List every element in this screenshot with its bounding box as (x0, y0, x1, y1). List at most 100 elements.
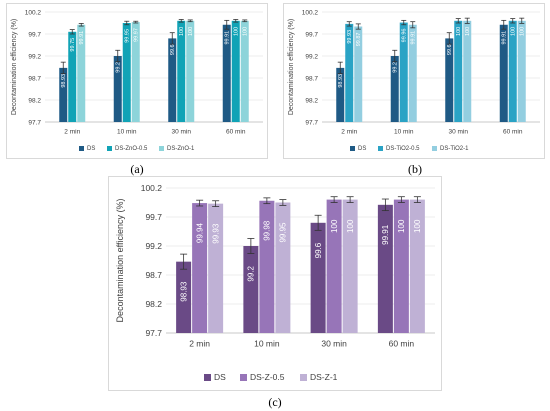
y-tick-label: 99.7 (305, 31, 318, 38)
y-tick-label: 99.2 (145, 241, 162, 251)
data-label: 100 (330, 219, 339, 233)
data-label: 99.95 (279, 222, 288, 243)
data-label: 100 (397, 219, 406, 233)
data-label: 99.2 (116, 62, 122, 73)
y-tick-label: 100.2 (302, 9, 319, 16)
data-label: 99.93 (211, 223, 220, 244)
y-tick-label: 99.7 (28, 31, 41, 38)
y-tick-label: 97.7 (28, 119, 41, 126)
bar-ds-tio2-1 (517, 20, 526, 122)
data-label: 100 (234, 27, 240, 36)
bar-ds-tio2-1 (354, 26, 363, 122)
x-tick-label: 30 min (171, 129, 191, 136)
data-label: 99.91 (225, 31, 231, 45)
bar-ds-zno-0-5 (231, 20, 240, 122)
y-tick-label: 98.2 (28, 97, 41, 104)
legend-entry: DS-ZnO-0.5 (115, 146, 148, 152)
chart-panel-b: 97.7 98.2 98.7 99.2 99.7 100.2 Decontamination… (283, 3, 545, 159)
bar-ds-tio2-0-5 (454, 20, 463, 122)
bar-ds-z-1 (275, 202, 291, 333)
bar-ds-zno-1 (77, 24, 86, 122)
x-tick-label: 60 min (226, 129, 246, 136)
y-tick-label: 97.7 (145, 328, 162, 338)
y-tick-label: 98.2 (305, 97, 318, 104)
legend-swatch (350, 146, 355, 151)
data-label: 99.98 (263, 220, 272, 241)
bar-ds-zno-0-5 (177, 20, 186, 122)
legend-entry: DS (214, 372, 226, 382)
legend-entry: DS (358, 146, 366, 152)
bar-ds-zno-1 (131, 22, 140, 122)
legend-swatch (378, 146, 383, 151)
data-label: 100 (520, 27, 526, 36)
y-tick-label: 99.2 (28, 53, 41, 60)
bar-ds (222, 24, 231, 122)
data-label: 99.87 (356, 33, 362, 47)
legend-entry: DS-TiO2-0.5 (386, 146, 420, 152)
y-tick-label: 97.7 (305, 119, 318, 126)
legend-swatch (240, 374, 247, 381)
bar-ds (113, 56, 122, 122)
data-label: 99.96 (402, 29, 408, 43)
data-label: 99.91 (79, 31, 85, 45)
y-tick-label: 99.7 (145, 212, 162, 222)
x-tick-label: 10 min (394, 129, 414, 136)
data-label: 100 (243, 27, 249, 36)
data-label: 99.94 (195, 223, 204, 244)
chart-a: 97.7 98.2 98.7 99.2 99.7 100.2 Decontamination… (11, 9, 263, 152)
legend-swatch (204, 374, 211, 381)
bar-ds (168, 38, 177, 122)
chart-panel-c: 97.7 98.2 98.7 99.2 99.7 100.2 Decontamination… (108, 176, 442, 391)
data-label: 99.91 (411, 31, 417, 45)
y-tick-label: 98.2 (145, 299, 162, 309)
x-tick-label: 60 min (389, 339, 415, 349)
y-axis-label: Decontamination efficiency (%) (115, 199, 125, 323)
bar-ds (336, 67, 345, 122)
data-label: 99.75 (70, 38, 76, 52)
caption-a: (a) (130, 162, 144, 176)
bar-ds-tio2-0-5 (508, 20, 517, 122)
data-label: 100 (413, 219, 422, 233)
y-tick-label: 100.2 (141, 183, 163, 193)
data-label: 99.91 (381, 224, 390, 245)
y-tick-label: 100.2 (25, 9, 42, 16)
legend-entry: DS (87, 146, 95, 152)
bar-ds-z-1 (342, 199, 358, 333)
legend-entry: DS-Z-0.5 (250, 372, 285, 382)
data-label: 100 (188, 27, 194, 36)
data-label: 99.93 (347, 30, 353, 44)
legend-entry: DS-TiO2-1 (440, 146, 469, 152)
x-tick-label: 30 min (321, 339, 347, 349)
data-label: 100 (179, 27, 185, 36)
x-tick-label: 10 min (254, 339, 280, 349)
bar-ds (445, 38, 454, 122)
x-tick-label: 2 min (341, 129, 357, 136)
data-label: 100 (465, 27, 471, 36)
legend-swatch (300, 374, 307, 381)
legend-swatch (432, 146, 437, 151)
data-label: 99.91 (502, 31, 508, 45)
bar-ds-z-0-5 (326, 199, 342, 333)
chart-b: 97.7 98.2 98.7 99.2 99.7 100.2 Decontamination… (288, 9, 540, 152)
y-tick-label: 98.7 (28, 75, 41, 82)
y-axis-label: Decontamination efficiency (%) (11, 19, 18, 115)
bar-ds-zno-0-5 (122, 23, 131, 122)
data-label: 100 (456, 27, 462, 36)
bar-ds-zno-0-5 (68, 31, 77, 122)
legend-entry: DS-ZnO-1 (167, 146, 195, 152)
data-label: 100 (511, 27, 517, 36)
bar-ds-tio2-0-5 (399, 22, 408, 123)
data-label: 100 (346, 219, 355, 233)
bar-ds-tio2-1 (408, 24, 417, 122)
bar-ds (243, 246, 259, 333)
x-tick-label: 2 min (64, 129, 80, 136)
bar-ds-tio2-1 (463, 20, 472, 122)
y-tick-label: 98.7 (305, 75, 318, 82)
data-label: 98.93 (179, 281, 188, 302)
y-axis-label: Decontamination efficiency (%) (288, 19, 295, 115)
bar-ds-z-1 (208, 203, 224, 333)
x-tick-label: 30 min (448, 129, 468, 136)
bar-ds (390, 56, 399, 122)
data-label: 99.6 (170, 44, 176, 55)
x-tick-label: 60 min (503, 129, 523, 136)
